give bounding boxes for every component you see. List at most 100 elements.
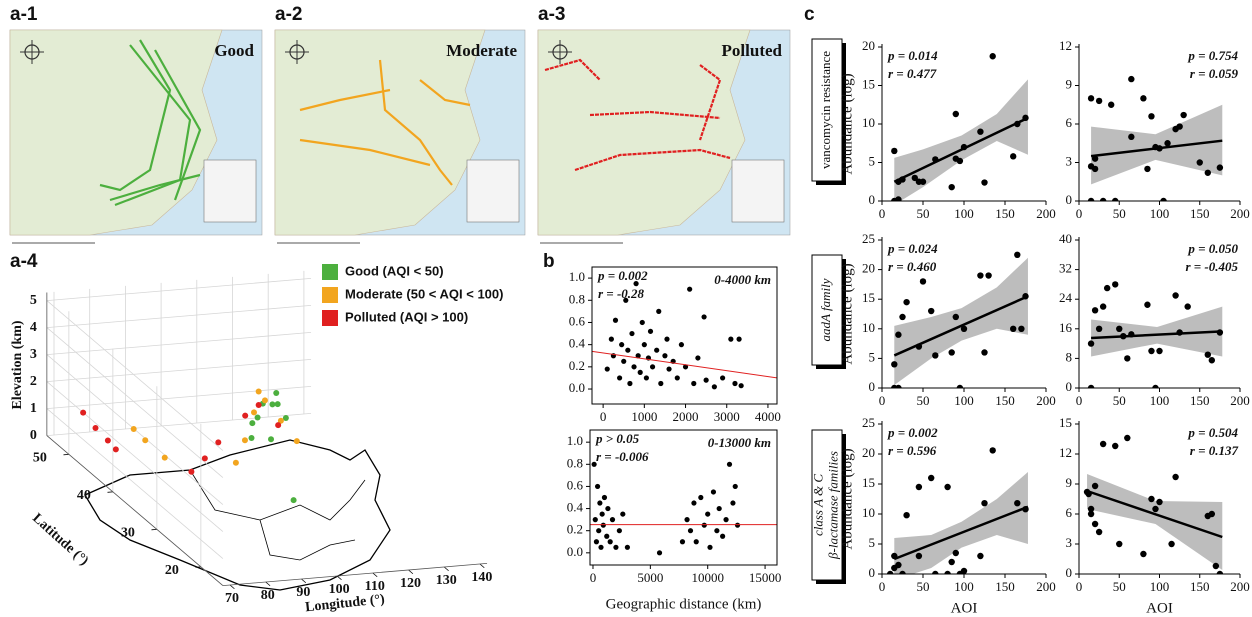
point <box>666 366 671 371</box>
annotation: r = 0.137 <box>1190 443 1239 458</box>
y-tick-label: 0.0 <box>569 380 585 395</box>
map-inset <box>732 160 784 222</box>
point <box>1092 166 1098 172</box>
x-tick-label: 130 <box>436 573 457 588</box>
point <box>949 184 955 190</box>
point <box>687 287 692 292</box>
point <box>701 314 706 319</box>
point <box>638 370 643 375</box>
y-axis-label: Abundance (log) <box>839 448 855 549</box>
point <box>977 129 983 135</box>
z-tick-label: 0 <box>30 428 37 443</box>
y-tick-label: 10 <box>862 320 875 335</box>
confidence-band <box>1087 474 1222 570</box>
point <box>662 353 667 358</box>
point <box>1108 102 1114 108</box>
x-tick-label: 50 <box>1113 579 1126 594</box>
x-tick-label: 80 <box>261 588 275 603</box>
point <box>608 539 613 544</box>
x-tick-label: 200 <box>1230 206 1250 221</box>
point <box>891 361 897 367</box>
point <box>593 517 598 522</box>
x-tick-label: 0 <box>1076 579 1083 594</box>
y-tick-label: 9 <box>1066 475 1073 490</box>
point <box>990 53 996 59</box>
map-inset <box>204 160 256 222</box>
y-tick-label: 0.2 <box>569 358 585 373</box>
trajectory-point <box>162 455 168 461</box>
grid-line <box>47 359 311 381</box>
point <box>610 517 615 522</box>
x-tick-label: 200 <box>1036 206 1056 221</box>
x-tick <box>230 585 234 589</box>
point <box>648 329 653 334</box>
trajectory-point <box>269 401 275 407</box>
point <box>1152 506 1158 512</box>
x-tick <box>301 579 305 583</box>
trajectory-point <box>249 420 255 426</box>
point <box>613 545 618 550</box>
row-label: vancomycin resistance <box>818 51 833 169</box>
x-tick-label: 150 <box>1190 393 1210 408</box>
point <box>1116 541 1122 547</box>
trajectory-point <box>242 437 248 443</box>
point <box>1184 303 1190 309</box>
point <box>631 364 636 369</box>
y-tick-label: 20 <box>862 445 875 460</box>
point <box>1156 348 1162 354</box>
x-tick-label: 10000 <box>691 570 724 585</box>
trajectory-point <box>242 413 248 419</box>
point <box>601 523 606 528</box>
legend-swatch <box>322 264 338 280</box>
point <box>594 539 599 544</box>
point <box>957 158 963 164</box>
x-tick <box>444 567 448 571</box>
confidence-band <box>894 79 1028 205</box>
x-axis-label: Longitude (°) <box>304 592 385 615</box>
grid-line <box>47 305 311 327</box>
point <box>1092 307 1098 313</box>
y-axis-label: Abundance (log) <box>839 73 855 174</box>
point <box>733 484 738 489</box>
map-title: Moderate <box>446 41 517 60</box>
point <box>596 528 601 533</box>
point <box>625 545 630 550</box>
point <box>1140 95 1146 101</box>
trajectory-point <box>268 436 274 442</box>
point <box>1205 170 1211 176</box>
point <box>961 568 967 574</box>
point <box>1010 326 1016 332</box>
point <box>723 517 728 522</box>
y-tick-label: 12 <box>1059 38 1072 53</box>
plot-area <box>887 447 1029 580</box>
point <box>627 381 632 386</box>
y-tick-label: 20 <box>165 563 179 578</box>
point <box>684 517 689 522</box>
y-tick-label: 1.0 <box>567 433 583 448</box>
annotation: r = -0.006 <box>596 449 649 464</box>
point <box>602 495 607 500</box>
point <box>1197 159 1203 165</box>
point <box>595 484 600 489</box>
x-tick-label: 15000 <box>749 570 782 585</box>
x-axis-label: Geographic distance (km) <box>606 596 762 612</box>
point <box>1010 153 1016 159</box>
y-tick-label: 0 <box>1066 192 1073 207</box>
point <box>1112 281 1118 287</box>
point <box>949 349 955 355</box>
fit-line <box>894 118 1028 182</box>
trajectory-point <box>275 401 281 407</box>
panel-label: b <box>543 251 555 272</box>
point <box>617 528 622 533</box>
z-tick-label: 1 <box>30 401 37 416</box>
plot-area <box>590 462 777 556</box>
y-tick-label: 32 <box>1059 261 1072 276</box>
grid-line <box>47 278 311 300</box>
z-tick-label: 4 <box>30 320 37 335</box>
y-tick-label: 0.6 <box>567 477 584 492</box>
point <box>1180 112 1186 118</box>
legend-label: Moderate (50 < AQI < 100) <box>345 286 503 301</box>
y-tick-label: 5 <box>869 535 876 550</box>
y-tick-label: 0 <box>869 379 876 394</box>
figure: a-4 b c a-1Gooda-2Moderatea-3Pollutedvan… <box>0 0 1252 617</box>
